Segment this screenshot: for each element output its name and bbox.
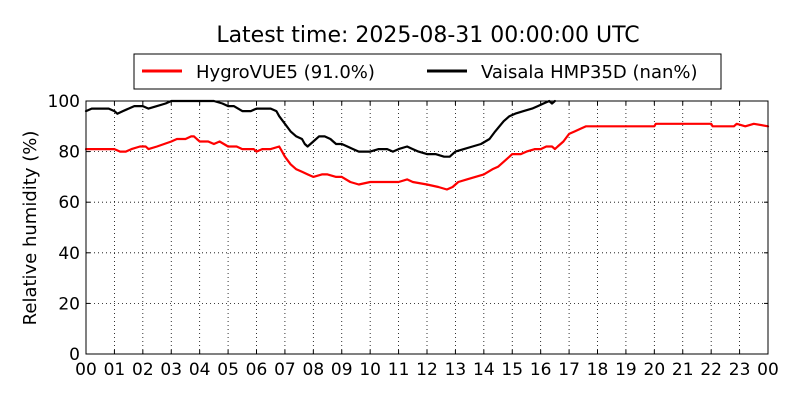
x-tick-label: 21 — [672, 360, 694, 380]
x-tick-labels: 00 01 02 03 04 05 06 07 08 09 10 11 12 13 14 15 16 17 18 19… — [75, 360, 779, 380]
x-tick-label: 15 — [501, 360, 523, 380]
grid — [85, 100, 769, 355]
y-tick-label: 80 — [58, 143, 80, 163]
x-tick-label: 22 — [700, 360, 722, 380]
legend-label-vaisala: Vaisala HMP35D (nan%) — [481, 62, 698, 83]
series-line-hygrovue5 — [84, 122, 770, 191]
y-tick-label: 100 — [48, 92, 80, 112]
x-tick-label: 00 — [75, 360, 97, 380]
x-tick-label: 17 — [558, 360, 580, 380]
x-tick-label: 08 — [303, 360, 325, 380]
plot-frame — [85, 100, 769, 355]
x-tick-label: 10 — [359, 360, 381, 380]
series-lines — [84, 99, 770, 191]
x-tick-label: 14 — [473, 360, 495, 380]
x-tick-label: 20 — [644, 360, 666, 380]
x-tick-label: 09 — [331, 360, 353, 380]
x-tick-label: 01 — [104, 360, 126, 380]
y-tick-label: 60 — [58, 193, 80, 213]
x-tick-label: 05 — [217, 360, 239, 380]
x-tick-label: 19 — [615, 360, 637, 380]
x-tick-label: 00 — [757, 360, 779, 380]
y-tick-labels: 0 20 40 60 80 100 — [48, 92, 80, 365]
x-tick-label: 16 — [530, 360, 552, 380]
x-tick-label: 12 — [416, 360, 438, 380]
y-tick-label: 40 — [58, 244, 80, 264]
x-tick-label: 04 — [189, 360, 211, 380]
x-tick-label: 07 — [274, 360, 296, 380]
y-axis-label: Relative humidity (%) — [20, 131, 41, 326]
x-tick-label: 18 — [587, 360, 609, 380]
series-line-vaisala — [84, 99, 557, 158]
y-tick-label: 20 — [58, 294, 80, 314]
chart-title: Latest time: 2025-08-31 00:00:00 UTC — [216, 23, 639, 48]
x-tick-label: 11 — [388, 360, 410, 380]
legend-label-hygrovue5: HygroVUE5 (91.0%) — [196, 62, 375, 83]
x-tick-label: 23 — [729, 360, 751, 380]
x-tick-label: 13 — [445, 360, 467, 380]
x-tick-label: 06 — [246, 360, 268, 380]
y-tick-label: 0 — [69, 345, 80, 365]
legend: HygroVUE5 (91.0%) Vaisala HMP35D (nan%) — [133, 53, 722, 90]
x-tick-label: 03 — [160, 360, 182, 380]
x-tick-label: 02 — [132, 360, 154, 380]
